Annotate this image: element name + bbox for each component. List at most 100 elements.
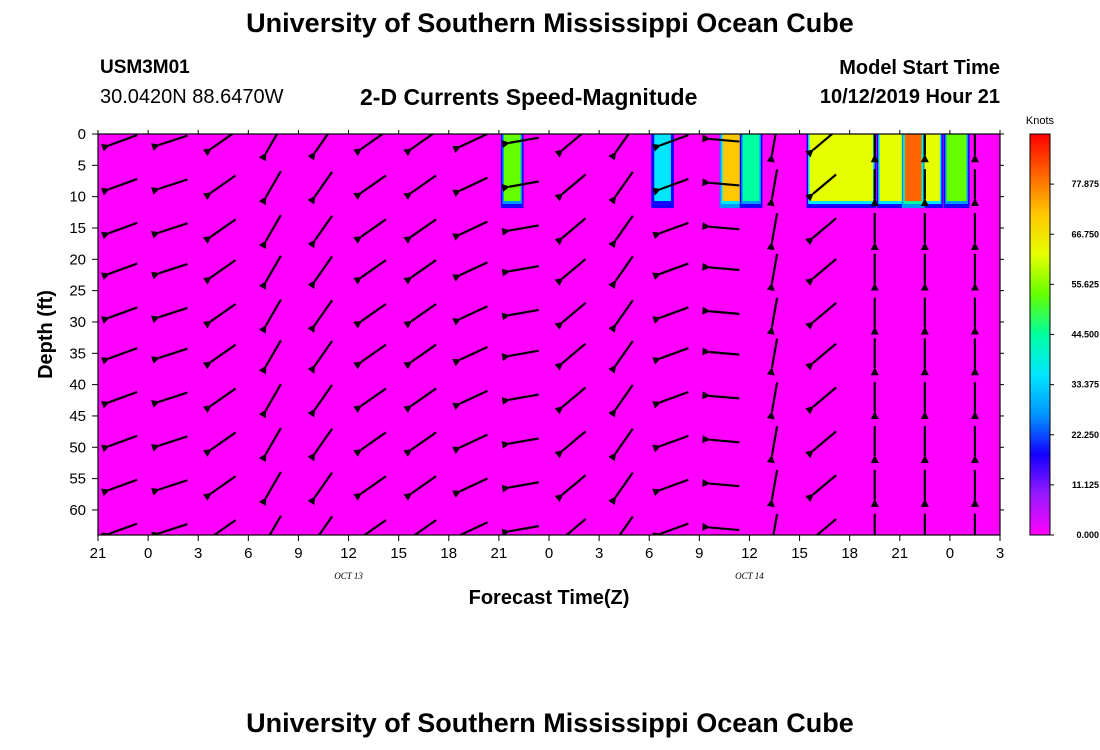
current-vector [101,522,138,535]
x-axis-label: Forecast Time(Z) [469,587,630,609]
current-vector [403,218,437,244]
current-vector [501,525,539,535]
current-vector [258,134,279,162]
current-vector [101,306,138,324]
x-tick-label: 9 [294,545,302,562]
current-vector [805,386,837,415]
current-vector [202,431,237,457]
current-vector [608,255,634,290]
current-vector [766,338,779,376]
current-vector [608,171,634,205]
current-vector [258,383,282,419]
current-vector [151,306,188,324]
current-vector [101,134,138,152]
model-start-label: Model Start Time [839,57,1000,79]
current-vector [805,173,837,202]
y-tick-label: 10 [69,189,86,206]
chart-title-bottom: University of Southern Mississippi Ocean… [246,708,854,738]
current-vector [151,263,188,280]
current-vector [652,434,689,453]
station-coordinates: 30.0420N 88.6470W [100,86,284,108]
current-vector [652,177,689,196]
current-vector [101,390,138,409]
current-vector [258,255,282,290]
current-vector [652,262,689,280]
y-tick-label: 55 [69,471,86,488]
current-vector [652,134,689,152]
x-tick-label: 18 [440,545,457,562]
current-vector [258,471,282,506]
x-tick-label: 12 [340,545,357,562]
y-tick-label: 50 [69,439,86,456]
current-vector [403,174,437,201]
current-vector [702,391,740,400]
current-vector [452,220,488,241]
current-vector [554,386,587,415]
current-vector [452,134,488,154]
current-vector [307,340,334,374]
x-tick-label: 3 [595,545,603,562]
y-tick-label: 60 [69,502,86,519]
current-vector [554,430,587,459]
current-vectors [101,134,979,535]
current-vector [702,478,740,488]
x-tick-label: 6 [244,545,252,562]
current-vector [307,428,334,462]
colorbar-gradient [1029,133,1051,536]
current-vector [554,173,587,202]
current-vector [151,178,188,195]
current-vector [501,349,539,362]
current-vector [805,217,837,246]
current-vector [554,217,587,246]
current-vector [501,136,539,149]
current-vector [403,343,437,370]
current-vector [501,437,539,449]
current-vector [151,523,188,535]
current-vector [258,427,282,463]
y-tick-label: 40 [69,377,86,394]
current-vector [766,469,779,508]
x-tick-label: 21 [891,545,908,562]
current-vector [353,218,387,244]
current-vector [202,174,237,201]
current-vector [452,521,488,535]
current-vector [805,430,837,459]
current-vector [554,342,587,371]
y-axis-label: Depth (ft) [35,290,57,379]
current-vector [307,134,330,161]
current-vector [151,391,188,408]
current-vector [307,215,334,249]
current-vector [805,134,834,158]
speed-field [98,134,1000,535]
y-tick-label: 30 [69,314,86,331]
current-vector [202,218,237,244]
current-vector [307,171,334,205]
x-tick-label: 21 [491,545,508,562]
current-vector [652,347,689,365]
current-vector [702,347,740,356]
current-vector [353,259,387,285]
colorbar: Knots 0.000 11.125 22.250 33.375 44.500 55.625… [1026,115,1099,540]
current-vector [353,174,387,201]
colorbar-label: Knots [1026,115,1055,127]
colorbar-tick-label: 66.750 [1071,229,1099,239]
current-vector [353,343,387,370]
current-vector [554,258,587,286]
current-vector [702,522,740,532]
current-vector [452,176,488,198]
current-vector [202,303,237,329]
current-vector [564,518,587,535]
speed-patch [943,134,970,209]
current-vector [258,299,282,334]
x-tick-label: 9 [695,545,703,562]
current-vector [101,262,138,280]
current-vector [702,222,740,231]
current-vector [151,479,188,496]
date-label: OCT 14 [735,571,764,581]
current-vector [652,221,689,240]
current-vector [258,339,282,375]
speed-patch [901,134,925,209]
current-vector [554,474,587,503]
y-tick-label: 25 [69,283,86,300]
